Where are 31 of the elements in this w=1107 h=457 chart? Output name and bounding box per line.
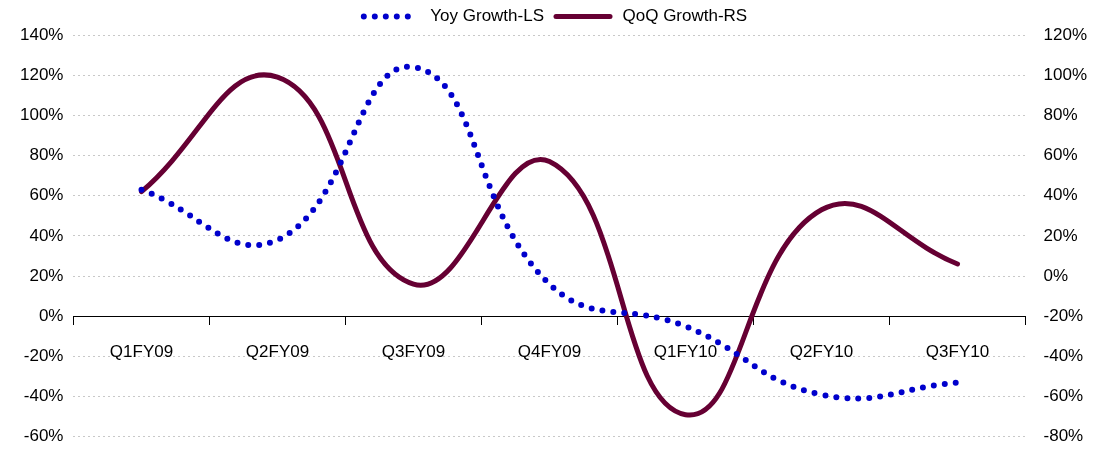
y2-tick-label: 100% xyxy=(1043,64,1087,84)
y2-tick-label: -20% xyxy=(1043,305,1084,325)
y2-tick-label: 0% xyxy=(1043,265,1069,285)
y2-tick-label: 120% xyxy=(1043,24,1087,44)
y-tick-label: 0% xyxy=(38,305,64,325)
y-tick-label: 120% xyxy=(20,64,64,84)
y2-tick-label: 20% xyxy=(1043,225,1078,245)
y2-tick-label: 60% xyxy=(1043,145,1078,165)
y2-tick-label: -80% xyxy=(1043,426,1084,446)
x-tick-label: Q4FY09 xyxy=(517,342,582,362)
legend-label: Yoy Growth-LS xyxy=(430,6,545,26)
y-tick-label: 40% xyxy=(29,225,64,245)
legend-label: QoQ Growth-RS xyxy=(622,6,748,26)
y2-tick-label: 40% xyxy=(1043,185,1078,205)
x-tick-label: Q3FY10 xyxy=(925,342,990,362)
y-tick-label: -20% xyxy=(23,346,64,366)
y2-tick-label: -60% xyxy=(1043,386,1084,406)
x-tick-label: Q1FY09 xyxy=(109,342,174,362)
y-tick-label: 100% xyxy=(20,105,64,125)
x-tick-label: Q3FY09 xyxy=(381,342,446,362)
y2-tick-label: -40% xyxy=(1043,346,1084,366)
y-tick-label: 60% xyxy=(29,185,64,205)
x-tick-label: Q1FY10 xyxy=(653,342,718,362)
x-tick-label: Q2FY10 xyxy=(789,342,854,362)
y-tick-label: 20% xyxy=(29,265,64,285)
y-tick-label: 140% xyxy=(20,24,64,44)
y-tick-label: -60% xyxy=(23,426,64,446)
y2-tick-label: 80% xyxy=(1043,105,1078,125)
y-tick-label: 80% xyxy=(29,145,64,165)
x-tick-label: Q2FY09 xyxy=(245,342,310,362)
y-tick-label: -40% xyxy=(23,386,64,406)
